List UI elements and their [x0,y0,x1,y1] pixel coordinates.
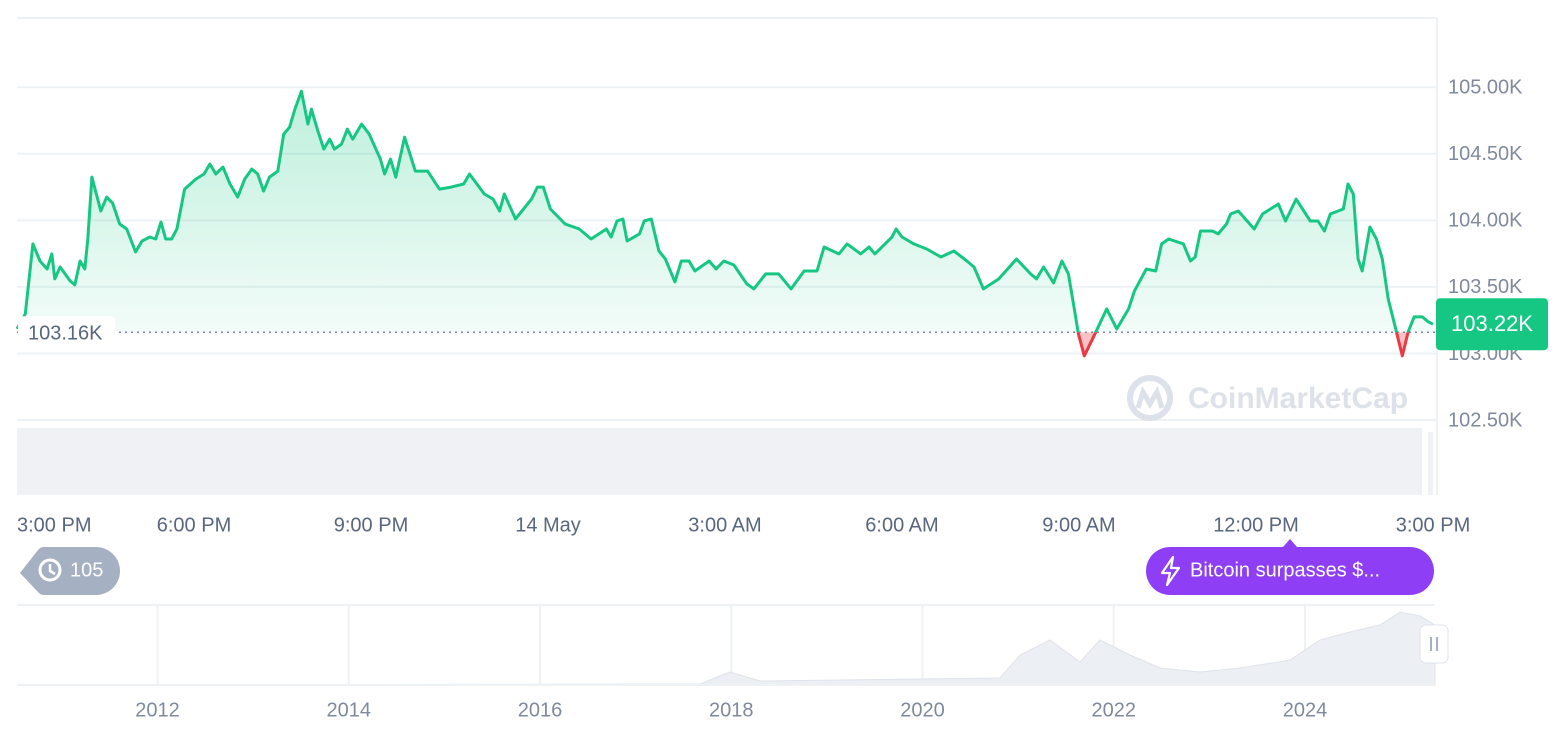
volume-band [1428,432,1433,495]
x-tick-label: 6:00 AM [865,514,938,536]
events-badge[interactable]: 105 [20,547,120,595]
y-tick-label: 105.00K [1448,77,1523,99]
x-tick-label: 9:00 AM [1042,514,1115,536]
x-tick-label: 3:00 AM [688,514,761,536]
navigator-tick-label: 2018 [709,699,754,721]
y-tick-label: 104.50K [1448,143,1523,165]
event-text: Bitcoin surpasses $... [1190,559,1380,581]
navigator-tick-label: 2022 [1091,699,1136,721]
event-headline[interactable]: Bitcoin surpasses $... [1146,539,1434,595]
x-tick-label: 9:00 PM [334,514,408,536]
watermark-text: CoinMarketCap [1188,382,1408,415]
volume-band [17,428,1422,495]
events-count: 105 [70,559,103,581]
y-tick-label: 102.50K [1448,409,1523,431]
x-tick-label: 3:00 PM [1396,514,1470,536]
y-tick-label: 104.00K [1448,210,1523,232]
watermark: CoinMarketCap [1127,375,1408,421]
price-line-up [15,89,1434,333]
x-tick-label: 12:00 PM [1213,514,1299,536]
reference-label-box [18,316,115,351]
current-price-badge [1436,298,1548,351]
navigator-tick-label: 2016 [518,699,563,721]
x-tick-label: 3:00 PM [17,514,91,536]
x-tick-label: 14 May [515,514,581,536]
reference-label: 103.16K [28,322,103,344]
x-tick-label: 6:00 PM [157,514,231,536]
navigator-handle[interactable] [1419,624,1449,664]
navigator-tick-label: 2020 [900,699,945,721]
navigator-area [16,611,1436,686]
navigator-tick-label: 2024 [1283,699,1328,721]
navigator-tick-label: 2012 [135,699,180,721]
area-up [17,91,1433,333]
navigator-tick-label: 2014 [327,699,372,721]
current-price: 103.22K [1451,311,1533,336]
y-tick-label: 103.50K [1448,276,1523,298]
